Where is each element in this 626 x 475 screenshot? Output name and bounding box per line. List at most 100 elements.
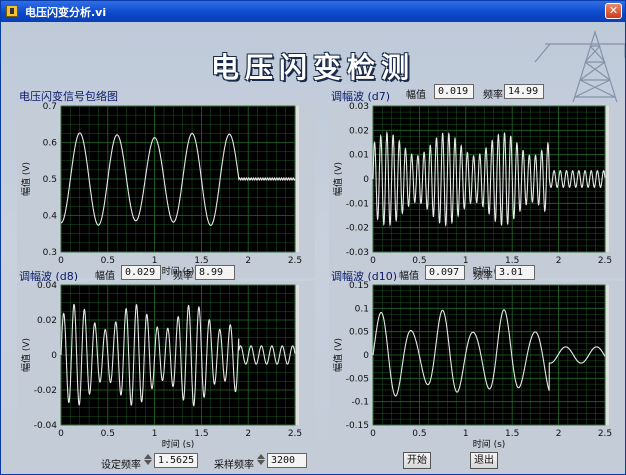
y-axis-label: 幅值 (V) xyxy=(20,338,32,372)
spin-down-icon[interactable] xyxy=(144,460,152,465)
graph2-freq-value[interactable]: 14.99 xyxy=(504,84,544,99)
exit-button[interactable]: 退出 xyxy=(470,452,498,469)
x-tick-label: 1 xyxy=(463,429,469,439)
graph3-amp-value[interactable]: 0.029 xyxy=(121,265,161,280)
graph3-plot[interactable]: 0 0.5 1 1.5 2 2.5 0.04 0.02 0 -0.02 -0.04 时间 (s) 幅值 … xyxy=(17,281,315,451)
y-tick-label: 0.4 xyxy=(43,212,58,222)
y-tick-label: 0.6 xyxy=(43,139,58,149)
graph4-plot[interactable]: 0 0.5 1 1.5 2 2.5 0.15 0.1 0.05 0 -0.05 -0.1 -0.15 时间… xyxy=(329,281,625,451)
y-tick-label: 0.15 xyxy=(349,281,369,291)
front-panel: 电压闪变检测 电压闪变信号包络图 0 0.5 1 1.5 2 2.5 0.7 0.6 0.5 0.… xyxy=(1,22,625,474)
graph3-label: 调幅波 (d8) xyxy=(19,270,79,283)
x-axis-label: 时间 (s) xyxy=(162,265,195,277)
graph2-plot[interactable]: 0 0.5 1 1.5 2 2.5 0.03 0.02 0.01 0 -0.01 -0.02 -0.03… xyxy=(329,102,625,278)
x-tick-label: 1.5 xyxy=(505,256,519,266)
labview-vi-icon xyxy=(6,5,18,17)
series-line xyxy=(61,132,296,226)
plot-edge xyxy=(606,285,609,425)
y-tick-label: 0 xyxy=(51,351,57,361)
x-tick-label: 0 xyxy=(370,429,376,439)
x-axis-label: 时间 (s) xyxy=(162,438,195,450)
sample-freq-value[interactable]: 3200 xyxy=(267,453,307,468)
graph2-frame: 0 0.5 1 1.5 2 2.5 0.03 0.02 0.01 0 -0.01 -0.02 -0.03… xyxy=(329,102,625,278)
x-tick-label: 1 xyxy=(152,256,158,266)
x-tick-label: 1 xyxy=(152,429,158,439)
title-bar[interactable]: 电压闪变分析.vi ✕ xyxy=(1,1,625,22)
x-tick-label: 1.5 xyxy=(194,429,208,439)
graph4-amp-value[interactable]: 0.097 xyxy=(425,265,465,280)
y-tick-label: 0.05 xyxy=(349,328,369,338)
graph4-freq-label: 频率 xyxy=(473,271,493,282)
y-tick-label: 0.02 xyxy=(349,126,369,136)
spin-down-icon[interactable] xyxy=(257,460,265,465)
graph2-amp-value[interactable]: 0.019 xyxy=(434,84,474,99)
x-tick-label: 2 xyxy=(245,429,251,439)
window-title: 电压闪变分析.vi xyxy=(25,6,107,19)
x-tick-label: 2 xyxy=(556,256,562,266)
y-tick-label: -0.03 xyxy=(346,248,369,258)
series-line xyxy=(372,309,606,397)
graph4-frame: 0 0.5 1 1.5 2 2.5 0.15 0.1 0.05 0 -0.05 -0.1 -0.15 时间… xyxy=(329,281,625,451)
graph1-plot[interactable]: 0 0.5 1 1.5 2 2.5 0.7 0.6 0.5 0.4 0.3 时间 (s) 幅值 (V) xyxy=(17,102,315,278)
set-freq-label: 设定频率 xyxy=(101,460,141,471)
graph3-freq-value[interactable]: 8.99 xyxy=(195,265,235,280)
y-tick-label: 0 xyxy=(363,351,369,361)
x-tick-label: 2.5 xyxy=(288,256,302,266)
y-tick-label: -0.04 xyxy=(34,421,58,431)
graph4-label: 调幅波 (d10) xyxy=(331,270,398,283)
x-tick-label: 2.5 xyxy=(288,429,302,439)
y-tick-label: 0.1 xyxy=(355,304,369,314)
graph3-frame: 0 0.5 1 1.5 2 2.5 0.04 0.02 0 -0.02 -0.04 时间 (s) 幅值 … xyxy=(17,281,315,451)
start-button[interactable]: 开始 xyxy=(403,452,431,469)
y-tick-label: 0.7 xyxy=(43,102,57,112)
x-tick-label: 1.5 xyxy=(194,256,208,266)
close-button[interactable]: ✕ xyxy=(605,3,622,19)
plot-edge xyxy=(296,106,299,252)
set-freq-value[interactable]: 1.5625 xyxy=(154,453,198,468)
y-tick-label: -0.01 xyxy=(346,199,369,209)
y-tick-label: 0.01 xyxy=(349,151,369,161)
series-line xyxy=(60,303,296,407)
x-tick-label: 2.5 xyxy=(598,429,612,439)
series-line xyxy=(372,130,606,227)
y-tick-label: -0.15 xyxy=(346,421,369,431)
y-tick-label: 0.02 xyxy=(37,316,57,326)
y-tick-label: -0.02 xyxy=(34,386,57,396)
y-axis-label: 幅值 (V) xyxy=(20,162,32,196)
y-tick-label: 0.3 xyxy=(43,248,57,258)
x-axis-label: 时间 (s) xyxy=(473,438,506,450)
graph3-amp-label: 幅值 xyxy=(95,271,115,282)
power-tower-decoration xyxy=(534,29,625,112)
graph4-freq-value[interactable]: 3.01 xyxy=(495,265,535,280)
x-tick-label: 0.5 xyxy=(412,429,426,439)
y-axis-label: 幅值 (V) xyxy=(332,338,344,372)
y-tick-label: 0.5 xyxy=(43,175,57,185)
sample-freq-spinner[interactable] xyxy=(257,453,266,468)
y-tick-label: 0.04 xyxy=(37,281,57,291)
spin-up-icon[interactable] xyxy=(144,454,152,459)
x-tick-label: 1.5 xyxy=(505,429,519,439)
x-tick-label: 0.5 xyxy=(101,429,115,439)
x-tick-label: 2.5 xyxy=(598,256,612,266)
graph2-label: 调幅波 (d7) xyxy=(331,90,391,103)
graph2-amp-label: 幅值 xyxy=(406,90,426,101)
y-axis-label: 幅值 (V) xyxy=(332,162,344,196)
graph1-label: 电压闪变信号包络图 xyxy=(19,90,118,103)
x-tick-label: 0.5 xyxy=(101,256,115,266)
graph4-amp-label: 幅值 xyxy=(399,271,419,282)
set-freq-spinner[interactable] xyxy=(144,453,153,468)
x-tick-label: 0.5 xyxy=(412,256,426,266)
y-tick-label: -0.05 xyxy=(346,374,369,384)
x-tick-label: 2 xyxy=(245,256,251,266)
plot-edge xyxy=(296,285,299,425)
x-tick-label: 0 xyxy=(58,256,64,266)
y-tick-label: -0.02 xyxy=(346,224,369,234)
y-tick-label: -0.1 xyxy=(351,398,369,408)
x-tick-label: 2 xyxy=(556,429,562,439)
spin-up-icon[interactable] xyxy=(257,454,265,459)
graph2-freq-label: 频率 xyxy=(483,90,503,101)
graph1-frame: 0 0.5 1 1.5 2 2.5 0.7 0.6 0.5 0.4 0.3 时间 (s) 幅值 (V) xyxy=(17,102,315,278)
graph3-freq-label: 频率 xyxy=(173,271,193,282)
main-title: 电压闪变检测 xyxy=(210,51,415,84)
